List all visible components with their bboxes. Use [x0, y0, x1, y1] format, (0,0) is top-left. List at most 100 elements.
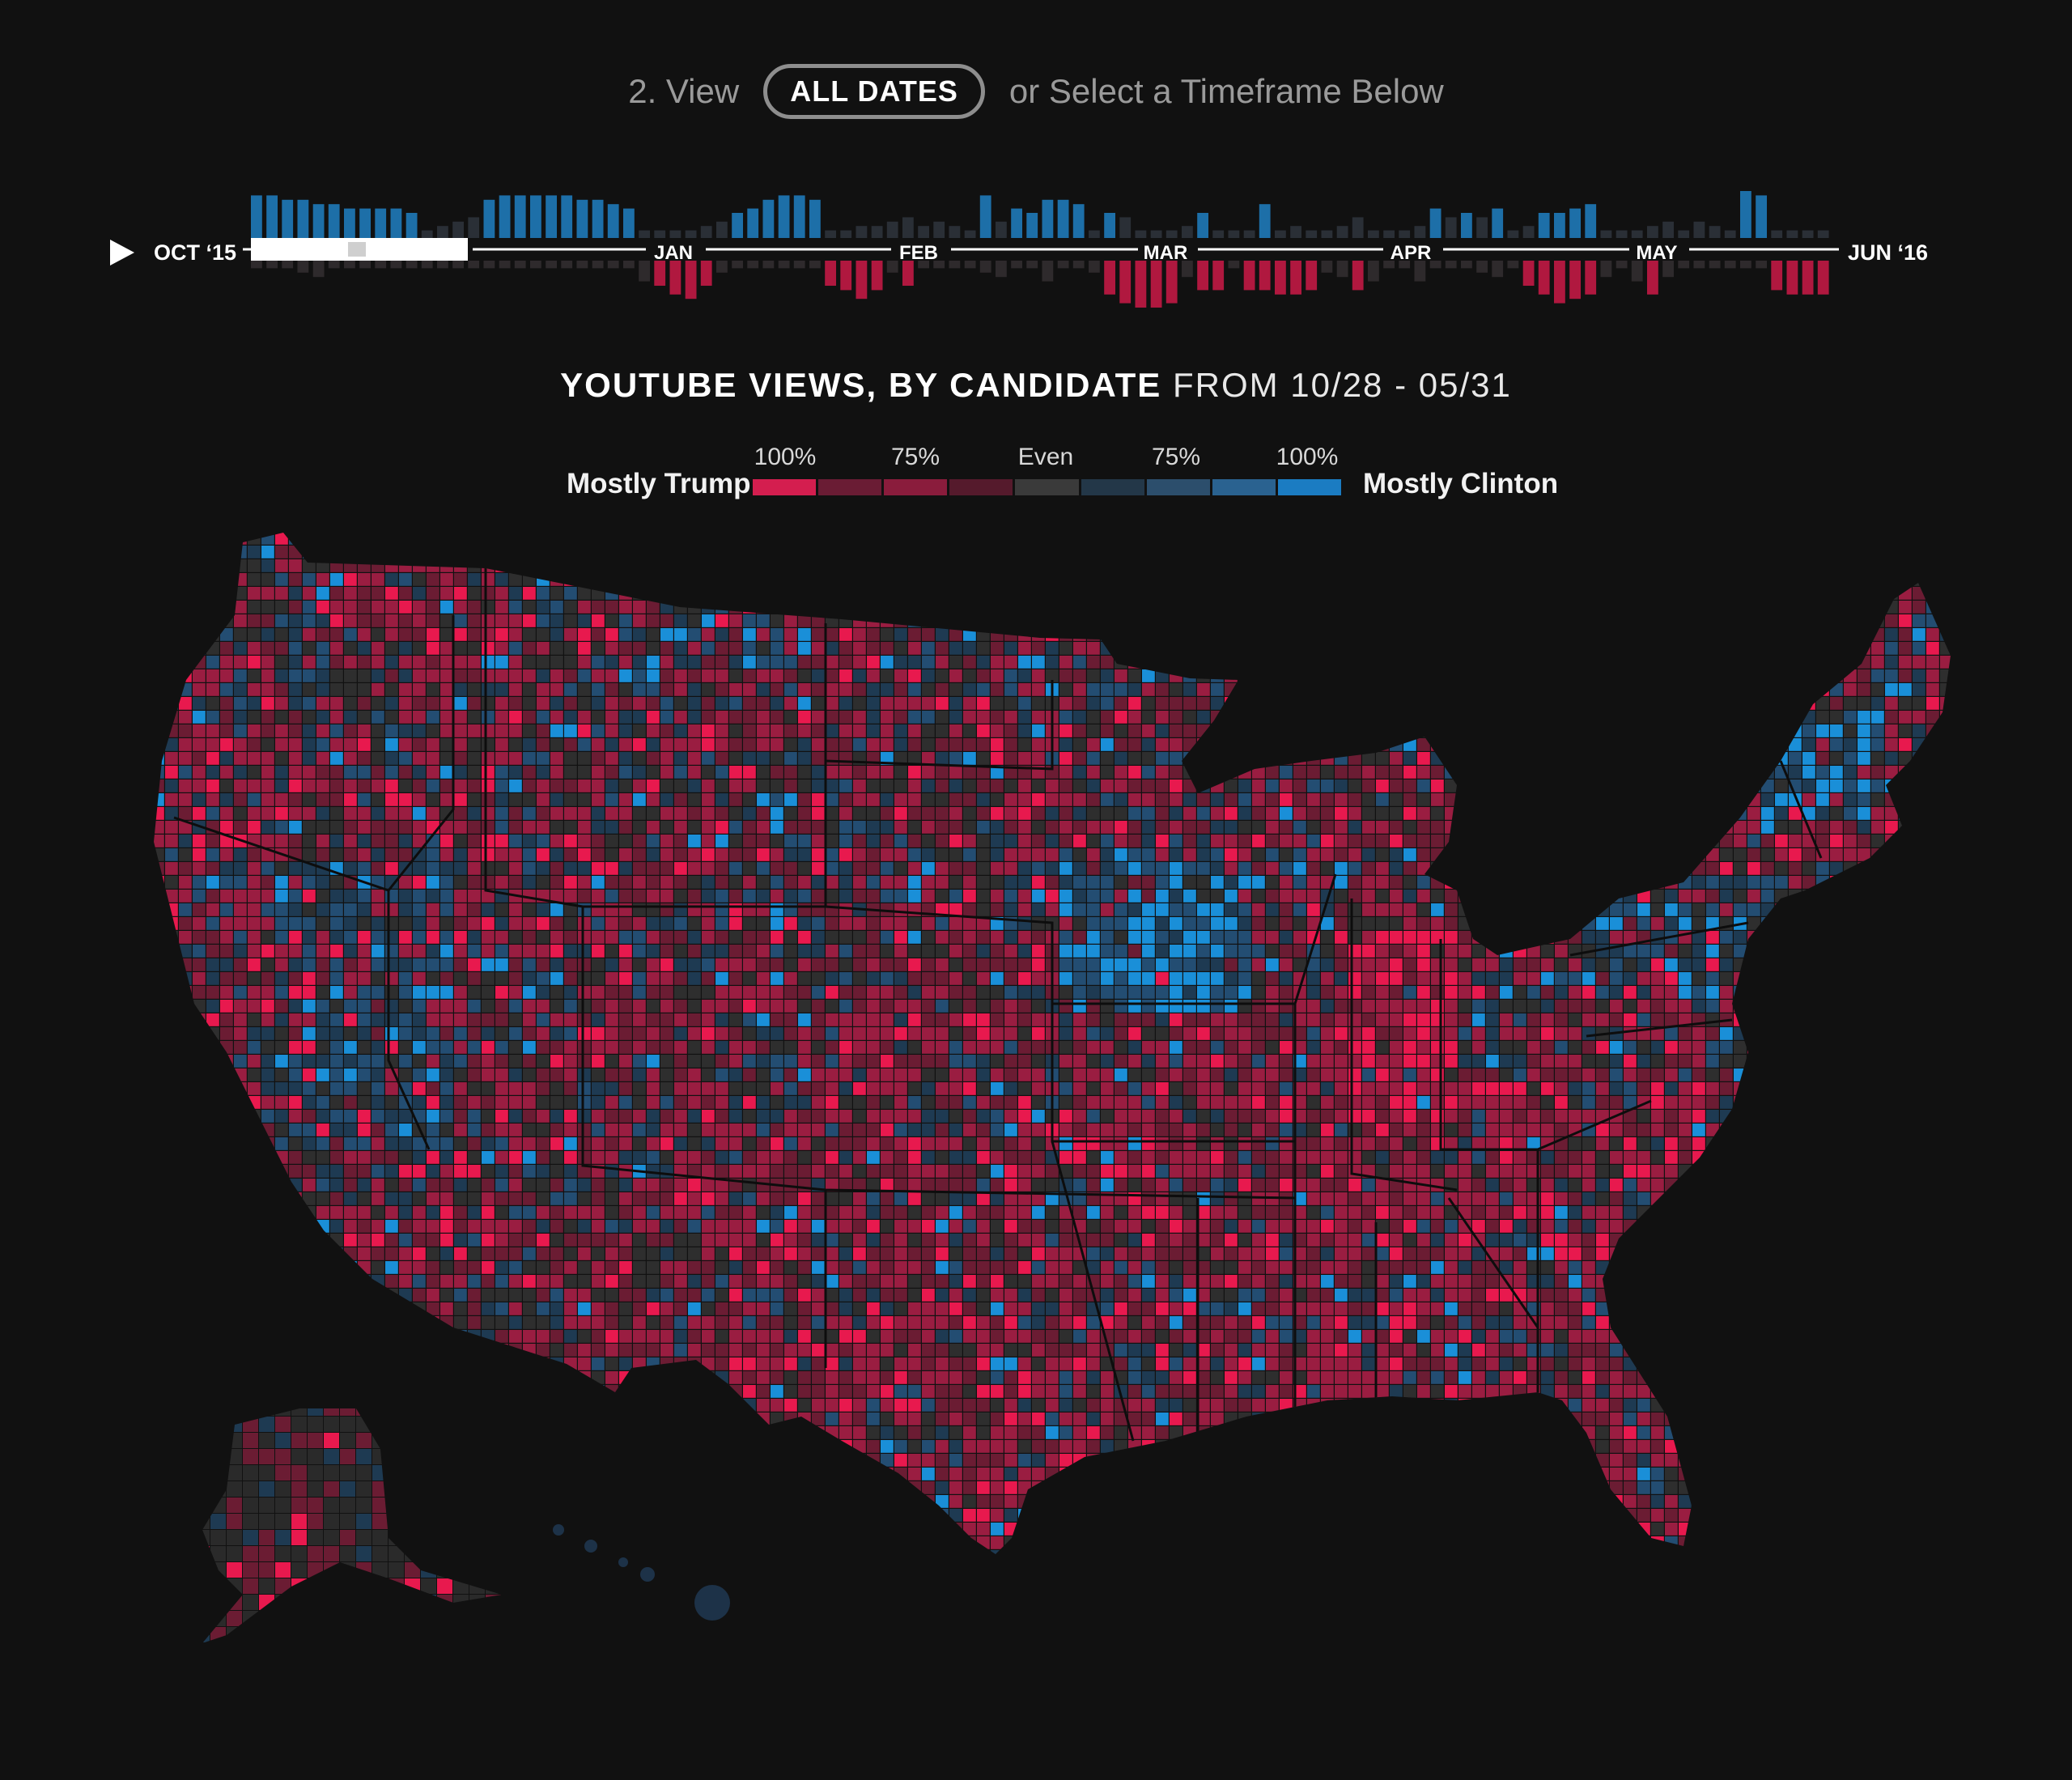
county-cell[interactable] [1431, 848, 1444, 861]
county-cell[interactable] [1926, 587, 1939, 600]
county-cell[interactable] [1018, 642, 1031, 655]
county-cell[interactable] [537, 518, 550, 531]
county-cell[interactable] [151, 601, 164, 614]
county-cell[interactable] [647, 642, 660, 655]
county-cell[interactable] [1527, 931, 1540, 944]
county-cell[interactable] [1004, 532, 1017, 545]
county-cell[interactable] [647, 697, 660, 710]
county-cell[interactable] [1403, 656, 1416, 669]
county-cell[interactable] [1720, 752, 1733, 765]
county-cell[interactable] [991, 587, 1004, 600]
county-cell[interactable] [798, 711, 811, 724]
county-cell[interactable] [908, 697, 921, 710]
county-cell[interactable] [977, 628, 990, 641]
county-cell[interactable] [1899, 738, 1912, 751]
county-cell[interactable] [1692, 862, 1705, 875]
county-cell[interactable] [812, 931, 825, 944]
county-cell[interactable] [881, 780, 894, 792]
county-cell[interactable] [1624, 848, 1637, 861]
county-cell[interactable] [1252, 559, 1265, 572]
county-cell[interactable] [1610, 518, 1623, 531]
county-cell[interactable] [1170, 601, 1182, 614]
county-cell[interactable] [578, 642, 591, 655]
county-cell[interactable] [757, 958, 770, 971]
county-cell[interactable] [564, 724, 577, 737]
county-cell[interactable] [1486, 945, 1499, 958]
county-cell[interactable] [1651, 711, 1664, 724]
county-cell[interactable] [881, 628, 894, 641]
county-cell[interactable] [165, 903, 178, 916]
county-cell[interactable] [853, 862, 866, 875]
county-cell[interactable] [1527, 642, 1540, 655]
county-cell[interactable] [977, 917, 990, 930]
county-cell[interactable] [151, 587, 164, 600]
county-cell[interactable] [798, 656, 811, 669]
county-cell[interactable] [165, 738, 178, 751]
county-cell[interactable] [922, 780, 935, 792]
county-cell[interactable] [1637, 711, 1650, 724]
county-cell[interactable] [1775, 546, 1788, 559]
county-cell[interactable] [826, 766, 839, 779]
county-cell[interactable] [894, 807, 907, 820]
county-cell[interactable] [1844, 601, 1857, 614]
county-cell[interactable] [358, 903, 371, 916]
county-cell[interactable] [1348, 780, 1361, 792]
county-cell[interactable] [1472, 738, 1485, 751]
county-cell[interactable] [1073, 766, 1086, 779]
county-cell[interactable] [1059, 724, 1072, 737]
county-cell[interactable] [1376, 917, 1389, 930]
county-cell[interactable] [743, 917, 756, 930]
county-cell[interactable] [578, 986, 591, 999]
county-cell[interactable] [330, 890, 343, 903]
county-cell[interactable] [358, 587, 371, 600]
county-cell[interactable] [949, 848, 962, 861]
county-cell[interactable] [482, 724, 495, 737]
county-cell[interactable] [1637, 793, 1650, 806]
county-cell[interactable] [1913, 601, 1926, 614]
county-cell[interactable] [289, 986, 302, 999]
county-cell[interactable] [1032, 656, 1045, 669]
county-cell[interactable] [1197, 835, 1210, 848]
county-cell[interactable] [1692, 835, 1705, 848]
county-cell[interactable] [454, 587, 467, 600]
county-cell[interactable] [578, 807, 591, 820]
county-cell[interactable] [550, 697, 563, 710]
county-cell[interactable] [138, 628, 151, 641]
county-cell[interactable] [1582, 601, 1595, 614]
county-cell[interactable] [922, 573, 935, 586]
county-cell[interactable] [564, 752, 577, 765]
county-cell[interactable] [1816, 697, 1829, 710]
county-cell[interactable] [688, 766, 701, 779]
county-cell[interactable] [1073, 683, 1086, 696]
county-cell[interactable] [771, 903, 783, 916]
county-cell[interactable] [564, 766, 577, 779]
county-cell[interactable] [1280, 628, 1293, 641]
county-cell[interactable] [674, 532, 687, 545]
county-cell[interactable] [1376, 601, 1389, 614]
county-cell[interactable] [385, 697, 398, 710]
county-cell[interactable] [1706, 697, 1719, 710]
county-cell[interactable] [1170, 724, 1182, 737]
county-cell[interactable] [1417, 752, 1430, 765]
county-cell[interactable] [771, 821, 783, 834]
county-cell[interactable] [592, 986, 605, 999]
county-cell[interactable] [1734, 931, 1747, 944]
county-cell[interactable] [399, 931, 412, 944]
county-cell[interactable] [1101, 724, 1114, 737]
county-cell[interactable] [275, 862, 288, 875]
county-cell[interactable] [908, 821, 921, 834]
county-cell[interactable] [1170, 518, 1182, 531]
county-cell[interactable] [1362, 917, 1375, 930]
county-cell[interactable] [647, 669, 660, 682]
county-cell[interactable] [1211, 628, 1224, 641]
county-cell[interactable] [674, 807, 687, 820]
county-cell[interactable] [550, 628, 563, 641]
county-cell[interactable] [206, 807, 219, 820]
county-cell[interactable] [688, 738, 701, 751]
county-cell[interactable] [385, 614, 398, 627]
county-cell[interactable] [1156, 1000, 1169, 1013]
county-cell[interactable] [743, 958, 756, 971]
county-cell[interactable] [702, 656, 715, 669]
county-cell[interactable] [1101, 1000, 1114, 1013]
county-cell[interactable] [1514, 903, 1526, 916]
